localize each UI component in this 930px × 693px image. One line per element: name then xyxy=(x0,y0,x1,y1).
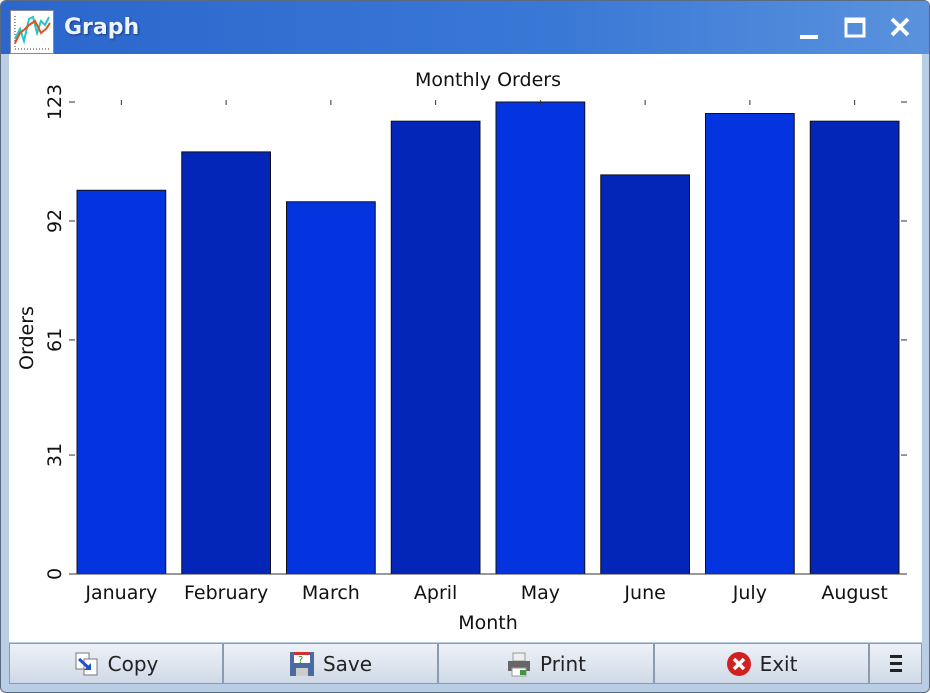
save-button[interactable]: ? Save xyxy=(223,643,438,684)
title-bar[interactable]: Graph xyxy=(1,1,929,54)
x-tick-label: January xyxy=(84,582,157,604)
x-tick-label: August xyxy=(821,582,888,604)
minimize-icon xyxy=(800,35,818,39)
hamburger-menu-icon xyxy=(889,654,902,672)
maximize-icon xyxy=(844,17,866,38)
close-button[interactable] xyxy=(886,13,916,43)
copy-button[interactable]: Copy xyxy=(9,643,223,684)
chart-title: Monthly Orders xyxy=(415,69,561,91)
save-label: Save xyxy=(322,651,373,676)
copy-icon xyxy=(75,652,98,675)
bar-august xyxy=(809,120,900,575)
y-tick-label: 92 xyxy=(44,209,66,233)
y-tick-label: 61 xyxy=(44,328,66,352)
svg-text:?: ? xyxy=(298,655,303,666)
bar-february xyxy=(181,151,271,575)
print-label: Print xyxy=(539,651,586,676)
x-tick-label: May xyxy=(521,582,560,604)
exit-button[interactable]: Exit xyxy=(654,643,869,684)
bar-march xyxy=(286,201,376,575)
menu-button[interactable] xyxy=(869,643,922,684)
chart-area: Monthly Orders January February March April M… xyxy=(9,54,922,642)
print-button[interactable]: Print xyxy=(438,643,654,684)
window-title: Graph xyxy=(64,15,140,40)
y-tick-label: 123 xyxy=(44,84,66,120)
minimize-button[interactable] xyxy=(796,13,826,43)
save-icon: ? xyxy=(289,651,314,676)
y-axis-label: Orders xyxy=(16,306,38,370)
copy-label: Copy xyxy=(107,651,159,676)
x-tick-label: March xyxy=(302,582,360,604)
bar-june xyxy=(600,174,690,575)
exit-label: Exit xyxy=(759,651,798,676)
x-tick-label: June xyxy=(623,582,665,604)
bar-april xyxy=(390,120,481,575)
bar-may xyxy=(495,101,586,575)
y-tick-label: 0 xyxy=(44,568,66,580)
y-tick-label: 31 xyxy=(44,443,66,467)
maximize-button[interactable] xyxy=(841,13,871,43)
x-tick-label: April xyxy=(414,582,457,604)
exit-icon xyxy=(726,651,751,676)
x-tick-label: July xyxy=(732,582,767,604)
printer-icon xyxy=(507,652,530,676)
close-icon xyxy=(890,17,910,37)
bar-july xyxy=(705,113,795,575)
button-bar: Copy ? Save Print Exit xyxy=(9,643,922,686)
x-tick-label: February xyxy=(184,582,268,604)
bar-january xyxy=(76,189,167,575)
x-axis-label: Month xyxy=(458,612,518,634)
line-graph-icon xyxy=(10,10,54,54)
